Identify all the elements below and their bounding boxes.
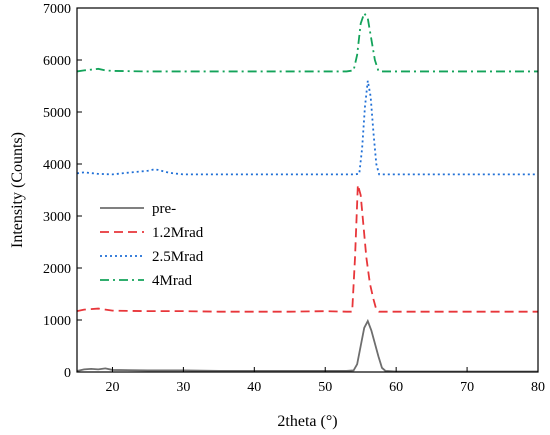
legend-label-3: 2.5Mrad <box>152 249 204 265</box>
y-tick-label: 4000 <box>43 158 71 173</box>
series-line-1 <box>76 318 538 373</box>
y-tick-label: 3000 <box>43 210 71 225</box>
x-tick-label: 80 <box>531 380 545 395</box>
y-tick-label: 1000 <box>43 314 71 329</box>
x-tick-label: 60 <box>389 380 403 395</box>
x-axis-title: 2theta (°) <box>277 413 337 430</box>
x-tick-label: 70 <box>460 380 474 395</box>
y-tick-label: 0 <box>64 366 71 381</box>
series-line-2 <box>76 184 538 313</box>
y-axis-ticks: 0 1000 2000 3000 4000 5000 6000 7000 <box>43 2 82 381</box>
x-tick-label: 50 <box>318 380 332 395</box>
legend: pre- 1.2Mrad 2.5Mrad 4Mrad <box>100 201 204 289</box>
y-tick-label: 5000 <box>43 106 71 121</box>
legend-label-4: 4Mrad <box>152 273 192 289</box>
series-line-3 <box>76 80 538 176</box>
y-axis-title: Intensity (Counts) <box>9 132 26 248</box>
series-line-4 <box>76 11 538 73</box>
y-tick-label: 7000 <box>43 2 71 17</box>
x-axis-ticks: 20 30 40 50 60 70 80 <box>105 367 545 395</box>
plot-lines <box>76 11 538 373</box>
x-tick-label: 40 <box>247 380 261 395</box>
x-tick-label: 20 <box>105 380 119 395</box>
y-tick-label: 2000 <box>43 262 71 277</box>
plot-frame <box>76 7 539 373</box>
y-tick-label: 6000 <box>43 54 71 69</box>
legend-label-1: pre- <box>152 201 176 217</box>
x-tick-label: 30 <box>176 380 190 395</box>
legend-label-2: 1.2Mrad <box>152 225 204 241</box>
